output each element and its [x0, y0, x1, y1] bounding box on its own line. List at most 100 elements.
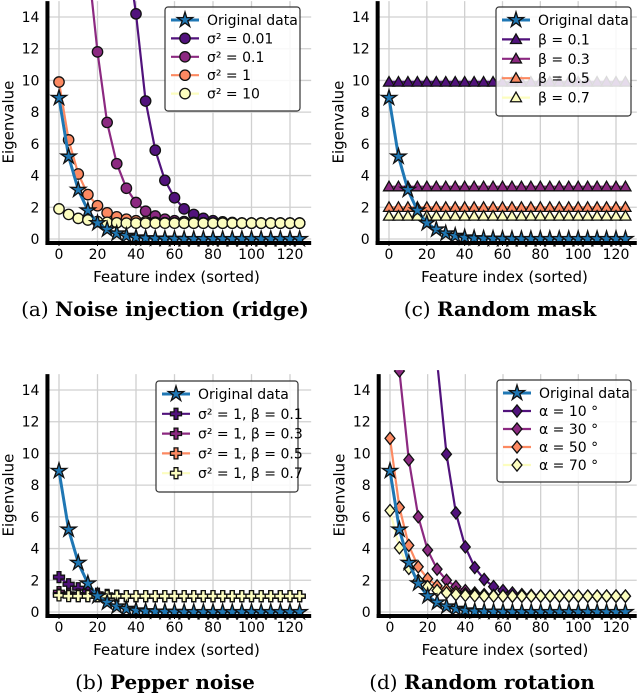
data-point: [126, 600, 146, 619]
legend-entry: σ² = 1, β = 0.7: [162, 466, 303, 482]
data-point: [139, 95, 152, 107]
data-point: [159, 217, 171, 229]
x-tick-label: 0: [386, 620, 395, 636]
data-point: [468, 560, 481, 575]
legend-label: Original data: [198, 387, 289, 403]
data-point: [68, 179, 89, 199]
data-point: [458, 75, 472, 87]
data-point: [401, 209, 415, 221]
series-0: [380, 460, 636, 620]
data-point: [159, 174, 171, 187]
data-point: [581, 209, 595, 221]
data-point: [431, 562, 443, 577]
x-tick-label: 60: [494, 620, 512, 636]
legend: Original data σ² = 1, β = 0.1 σ² = 1, β = …: [155, 380, 303, 493]
data-point: [120, 182, 133, 195]
y-tick-label: 4: [362, 542, 371, 558]
data-point: [420, 75, 434, 87]
data-point: [293, 217, 306, 229]
data-point: [599, 209, 614, 221]
y-axis-label: Eigenvalue: [331, 454, 349, 537]
data-point: [410, 75, 424, 87]
legend-label: α = 70 °: [539, 458, 598, 474]
data-point: [254, 589, 268, 603]
x-tick-label: 0: [55, 620, 64, 636]
data-point: [53, 203, 65, 215]
data-point: [407, 200, 428, 219]
legend-label: α = 30 °: [539, 422, 598, 438]
legend-box: [164, 6, 301, 112]
y-tick-label: 4: [31, 169, 40, 185]
data-point: [245, 217, 258, 229]
legend-marker: [509, 32, 523, 45]
x-axis-label: Feature index (sorted): [422, 641, 589, 659]
x-axis-label: Feature index (sorted): [93, 641, 260, 659]
legend-marker: [169, 427, 183, 440]
caption-label: (c): [403, 297, 431, 321]
data-point: [158, 589, 172, 603]
y-tick-label: 10: [22, 73, 40, 89]
data-point: [68, 552, 89, 572]
legend-entry: Original data: [162, 383, 289, 403]
x-tick-label: 0: [385, 247, 394, 263]
data-point: [130, 196, 142, 209]
data-point: [571, 179, 585, 192]
data-point: [382, 179, 396, 192]
legend-marker: [509, 90, 523, 103]
x-tick-label: 100: [238, 247, 265, 263]
y-tick-label: 8: [361, 105, 370, 121]
legend-marker: [166, 383, 186, 403]
legend-marker: [507, 382, 527, 402]
data-point: [486, 209, 500, 221]
data-point: [97, 219, 117, 238]
data-point: [49, 87, 69, 107]
data-point: [401, 75, 415, 87]
data-point: [206, 589, 220, 603]
data-point: [49, 460, 69, 480]
legend-label: σ² = 1: [207, 68, 251, 84]
data-point: [505, 209, 519, 221]
y-tick-label: 0: [361, 232, 370, 248]
data-point: [389, 519, 410, 538]
legend-label: β = 0.7: [538, 91, 590, 107]
x-tick-label: 0: [55, 247, 64, 263]
data-point: [563, 589, 575, 604]
y-tick-label: 2: [361, 200, 370, 216]
data-point: [562, 209, 576, 221]
legend-entry: σ² = 1: [171, 68, 251, 84]
data-point: [197, 217, 210, 229]
legend: Original data β = 0.1 β = 0.3 β = 0.5 β = 0.…: [495, 6, 632, 117]
caption-title: Random mask: [436, 297, 597, 321]
data-point: [58, 146, 79, 165]
y-tick-label: 10: [353, 446, 371, 462]
data-point: [609, 179, 623, 192]
y-tick-label: 12: [352, 42, 370, 58]
data-point: [448, 179, 462, 192]
x-tick-label: 60: [494, 247, 512, 263]
data-point: [552, 209, 566, 221]
data-point: [274, 217, 287, 229]
x-tick-label: 20: [418, 247, 436, 263]
data-point: [495, 179, 510, 192]
x-tick-label: 40: [127, 620, 145, 636]
data-point: [91, 46, 104, 58]
y-tick-label: 4: [361, 169, 370, 185]
data-point: [380, 460, 400, 480]
y-tick-label: 14: [22, 383, 40, 399]
series-4: [382, 209, 633, 221]
data-point: [476, 209, 491, 221]
legend-entry: σ² = 1, β = 0.1: [162, 407, 303, 423]
caption-title: Random rotation: [403, 670, 595, 694]
legend-entry: σ² = 10: [171, 87, 260, 103]
data-point: [440, 447, 453, 462]
subplot-3: 0 20 40 60 80 100 120 0 2 4 6 8 10 12 14 Feature index …: [331, 370, 637, 659]
data-point: [391, 75, 406, 87]
data-point: [149, 589, 162, 603]
data-point: [72, 589, 85, 603]
legend-box: [155, 380, 299, 493]
y-tick-label: 6: [361, 137, 370, 153]
data-point: [101, 116, 113, 129]
y-axis-label: Eigenvalue: [0, 454, 17, 537]
data-point: [429, 75, 443, 87]
x-tick-label: 100: [565, 247, 592, 263]
